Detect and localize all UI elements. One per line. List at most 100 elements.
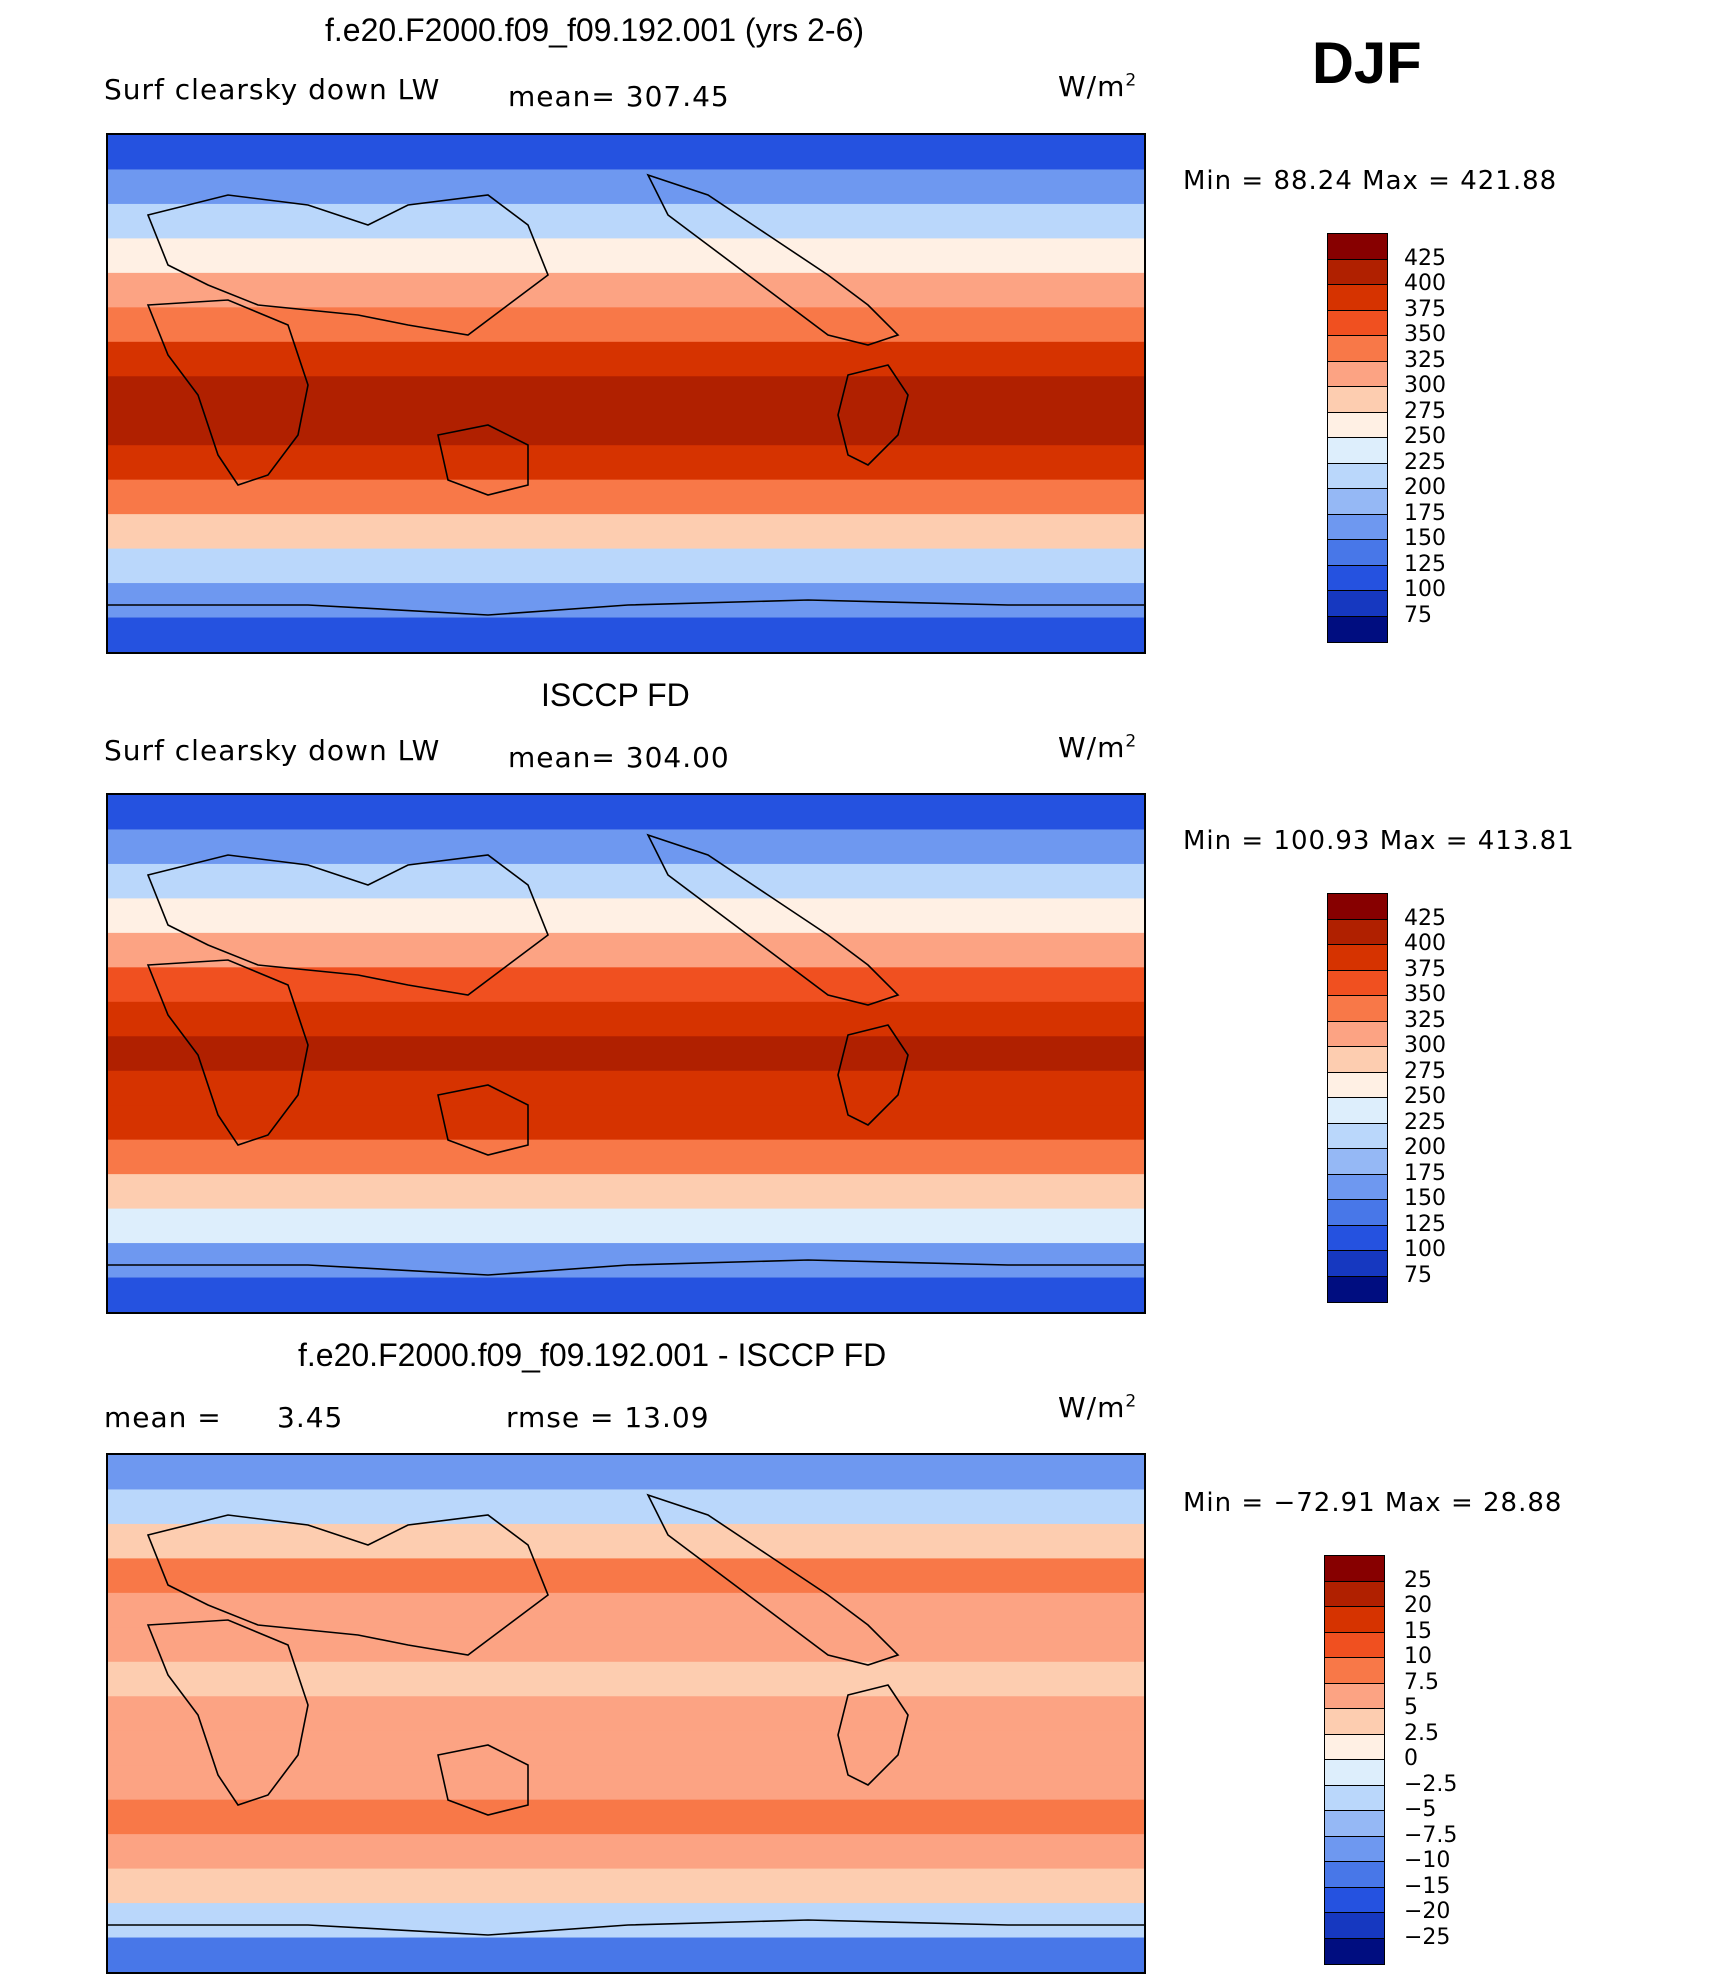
colorbar-swatch [1328, 1021, 1387, 1047]
lat-band [108, 1937, 1144, 1972]
coastline [437, 1744, 529, 1816]
panel1-colorbar [1327, 233, 1388, 643]
lat-band [108, 1627, 1144, 1663]
colorbar-swatch [1325, 1887, 1384, 1913]
lat-band [108, 898, 1144, 934]
lat-band [108, 1903, 1144, 1939]
colorbar-label: 20 [1404, 1593, 1432, 1618]
lat-band [108, 1036, 1144, 1072]
colorbar-swatch [1328, 970, 1387, 996]
colorbar-swatch [1325, 1862, 1384, 1888]
lat-band [108, 1765, 1144, 1801]
lat-band [108, 1834, 1144, 1870]
colorbar-label: 275 [1404, 1058, 1446, 1084]
lat-band [108, 1730, 1144, 1767]
panel2-colorbar [1327, 893, 1388, 1303]
panel3-colorbar-labels: 25 20 15 10 7.5 5 2.5 0 −2.5 −5 −7.5 −10 −15 −20 −25 [1404, 1555, 1484, 1965]
panel3-map [106, 1453, 1146, 1974]
colorbar-swatch [1328, 591, 1387, 617]
colorbar-swatch [1328, 1047, 1387, 1073]
lat-band [108, 548, 1144, 585]
coastline [146, 1514, 549, 1656]
lat-band [108, 1174, 1144, 1210]
coastline [646, 1493, 900, 1666]
lat-band [108, 169, 1144, 205]
colorbar-label: 425 [1404, 905, 1446, 931]
colorbar-swatch [1325, 1709, 1384, 1735]
panel3-colorbar [1324, 1555, 1385, 1965]
colorbar-label: 350 [1404, 322, 1446, 347]
panel1-colorbar-labels: 425 400 375 350 325 300 275 250 225 200 175 150 125 1… [1404, 233, 1484, 643]
colorbar-swatch [1328, 489, 1387, 515]
colorbar-swatch [1325, 1811, 1384, 1837]
lat-band [108, 135, 1144, 171]
lat-band [108, 445, 1144, 481]
colorbar-label: 7.5 [1404, 1669, 1439, 1695]
panel1-title: f.e20.F2000.f09_f09.192.001 (yrs 2-6) [325, 12, 865, 48]
panel2-colorbar-labels: 425 400 375 350 325 300 275 250 225 200 175 150 125 1… [1404, 893, 1484, 1303]
colorbar-label: 250 [1404, 424, 1446, 449]
colorbar-label: 0 [1404, 1746, 1418, 1771]
coastline [146, 854, 549, 996]
colorbar-swatch [1325, 1913, 1384, 1939]
colorbar-label: 5 [1404, 1695, 1418, 1720]
colorbar-label: 125 [1404, 1211, 1446, 1237]
colorbar-swatch [1328, 996, 1387, 1022]
colorbar-label: 150 [1404, 1186, 1446, 1211]
panel1-variable: Surf clearsky down LW [104, 73, 441, 106]
colorbar-swatch [1328, 1149, 1387, 1175]
lat-band [108, 1001, 1144, 1038]
colorbar-label: 375 [1404, 296, 1446, 322]
colorbar-swatch [1328, 412, 1387, 438]
coastline [437, 1084, 529, 1156]
lat-band [108, 203, 1144, 240]
colorbar-label: 175 [1404, 500, 1446, 526]
colorbar-swatch [1325, 1658, 1384, 1684]
season-label: DJF [1312, 31, 1422, 96]
colorbar-swatch [1328, 1174, 1387, 1200]
colorbar-label: −2.5 [1404, 1771, 1458, 1797]
colorbar-label: 400 [1404, 271, 1446, 296]
colorbar-swatch [1328, 894, 1387, 920]
coastline [146, 194, 549, 336]
lat-band [108, 1139, 1144, 1176]
colorbar-swatch [1328, 463, 1387, 489]
colorbar-swatch [1328, 565, 1387, 591]
colorbar-label: 75 [1404, 602, 1432, 628]
colorbar-swatch [1325, 1760, 1384, 1786]
colorbar-label: −10 [1404, 1848, 1451, 1873]
colorbar-label: 10 [1404, 1644, 1432, 1669]
colorbar-swatch [1328, 1123, 1387, 1149]
lat-band [108, 514, 1144, 550]
colorbar-label: 200 [1404, 1135, 1446, 1160]
colorbar-swatch [1328, 310, 1387, 336]
lat-band [108, 479, 1144, 516]
colorbar-label: 375 [1404, 956, 1446, 982]
colorbar-label: 325 [1404, 1007, 1446, 1033]
lat-band [108, 1523, 1144, 1560]
lat-band [108, 967, 1144, 1003]
colorbar-label: 100 [1404, 1237, 1446, 1262]
coastline [646, 833, 900, 1006]
lat-band [108, 863, 1144, 900]
panel3-mean-value: 3.45 [277, 1401, 344, 1434]
colorbar-swatch [1328, 438, 1387, 464]
colorbar-swatch [1328, 1276, 1387, 1302]
lat-band [108, 1455, 1144, 1491]
colorbar-swatch [1328, 234, 1387, 260]
panel1-minmax: Min = 88.24 Max = 421.88 [1183, 166, 1558, 196]
colorbar-label: 225 [1404, 1109, 1446, 1135]
lat-band [108, 617, 1144, 652]
coastline [837, 364, 909, 466]
colorbar-label: 2.5 [1404, 1720, 1439, 1746]
panel1-units: W/m2 [1058, 70, 1138, 103]
colorbar-label: 350 [1404, 982, 1446, 1007]
colorbar-swatch [1325, 1556, 1384, 1582]
lat-band [108, 1105, 1144, 1141]
lat-band [108, 272, 1144, 309]
coastline [108, 599, 1144, 616]
colorbar-label: 150 [1404, 526, 1446, 551]
lat-band [108, 1243, 1144, 1279]
colorbar-swatch [1328, 387, 1387, 413]
coastline [108, 1259, 1144, 1276]
